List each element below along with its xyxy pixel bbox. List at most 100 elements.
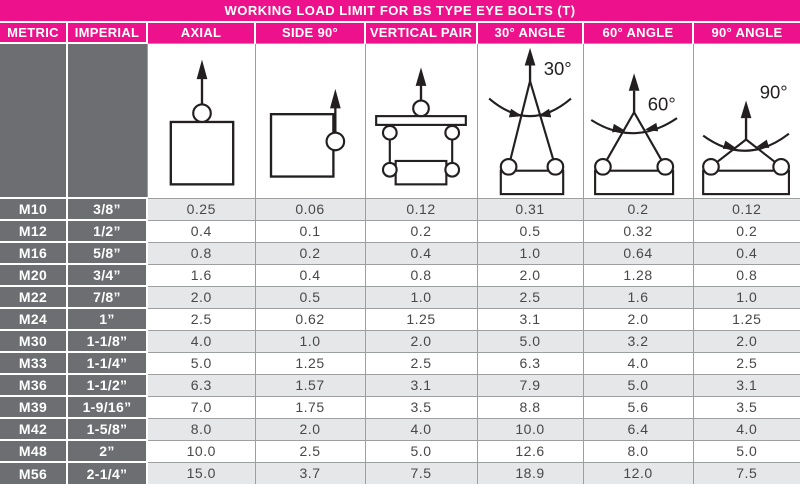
wll-value-cell: 1.57 <box>254 373 365 396</box>
wll-value-cell: 2.0 <box>364 329 477 352</box>
wll-value-cell: 0.06 <box>254 197 365 220</box>
wll-value-cell: 15.0 <box>146 461 255 484</box>
wll-value-cell: 1.25 <box>692 307 800 330</box>
column-header-row: METRIC IMPERIAL AXIAL SIDE 90° VERTICAL PAIR… <box>0 23 800 43</box>
column-header-axial: AXIAL <box>146 23 255 43</box>
wll-value-cell: 1.6 <box>146 263 255 286</box>
table-row: M12 1/2” 0.4 0.1 0.2 0.5 0.32 0.2 <box>0 219 800 242</box>
wll-value-cell: 2.5 <box>146 307 255 330</box>
wll-value-cell: 4.0 <box>364 417 477 440</box>
wll-value-cell: 3.1 <box>692 373 800 396</box>
wll-table: METRIC IMPERIAL AXIAL SIDE 90° VERTICAL PAIR… <box>0 23 800 484</box>
metric-size-cell: M33 <box>0 351 67 374</box>
wll-value-cell: 7.5 <box>364 461 477 484</box>
90-degree-sling-diagram-icon: 90° <box>701 81 790 195</box>
wll-value-cell: 0.4 <box>254 263 365 286</box>
diagram-row: 30° 60° <box>0 42 800 198</box>
wll-value-cell: 0.64 <box>582 241 693 264</box>
wll-value-cell: 18.9 <box>476 461 583 484</box>
wll-value-cell: 0.2 <box>254 241 365 264</box>
wll-value-cell: 0.1 <box>254 219 365 242</box>
wll-value-cell: 0.8 <box>692 263 800 286</box>
60-degree-sling-diagram-icon: 60° <box>590 72 678 195</box>
wll-value-cell: 10.0 <box>146 439 255 462</box>
angle-60-label: 60° <box>648 93 676 114</box>
wll-value-cell: 5.0 <box>692 439 800 462</box>
wll-value-cell: 0.62 <box>254 307 365 330</box>
metric-size-cell: M30 <box>0 329 67 352</box>
imperial-size-cell: 1-9/16” <box>66 395 147 418</box>
wll-value-cell: 8.8 <box>476 395 583 418</box>
imperial-size-cell: 3/8” <box>66 197 147 220</box>
imperial-size-cell: 5/8” <box>66 241 147 264</box>
wll-value-cell: 1.25 <box>364 307 477 330</box>
wll-value-cell: 0.25 <box>146 197 255 220</box>
imperial-size-cell: 1” <box>66 307 147 330</box>
wll-value-cell: 0.5 <box>254 285 365 308</box>
metric-size-cell: M24 <box>0 307 67 330</box>
wll-value-cell: 7.5 <box>692 461 800 484</box>
wll-value-cell: 0.8 <box>146 241 255 264</box>
vertical-pair-diagram-cell <box>364 42 477 198</box>
column-header-vertical-pair: VERTICAL PAIR <box>364 23 477 43</box>
wll-value-cell: 5.0 <box>476 329 583 352</box>
table-row: M24 1” 2.5 0.62 1.25 3.1 2.0 1.25 <box>0 307 800 330</box>
table-row: M20 3/4” 1.6 0.4 0.8 2.0 1.28 0.8 <box>0 263 800 286</box>
wll-value-cell: 2.5 <box>476 285 583 308</box>
wll-value-cell: 7.0 <box>146 395 255 418</box>
axial-diagram-cell <box>146 42 255 198</box>
wll-value-cell: 3.1 <box>476 307 583 330</box>
imperial-size-cell: 1-1/2” <box>66 373 147 396</box>
wll-value-cell: 5.0 <box>146 351 255 374</box>
30-degree-sling-diagram-icon: 30° <box>487 47 572 195</box>
column-header-90-angle: 90° ANGLE <box>692 23 800 43</box>
wll-value-cell: 4.0 <box>582 351 693 374</box>
table-row: M42 1-5/8” 8.0 2.0 4.0 10.0 6.4 4.0 <box>0 417 800 440</box>
column-header-imperial: IMPERIAL <box>66 23 147 43</box>
wll-value-cell: 7.9 <box>476 373 583 396</box>
wll-value-cell: 8.0 <box>582 439 693 462</box>
wll-value-cell: 10.0 <box>476 417 583 440</box>
table-title: WORKING LOAD LIMIT FOR BS TYPE EYE BOLTS… <box>0 0 800 21</box>
90-degree-diagram-cell: 90° <box>692 42 800 198</box>
side-90-diagram-cell <box>254 42 365 198</box>
metric-size-cell: M42 <box>0 417 67 440</box>
imperial-size-cell: 1/2” <box>66 219 147 242</box>
wll-value-cell: 0.4 <box>364 241 477 264</box>
wll-value-cell: 2.0 <box>692 329 800 352</box>
metric-size-cell: M16 <box>0 241 67 264</box>
metric-size-cell: M22 <box>0 285 67 308</box>
imperial-size-cell: 7/8” <box>66 285 147 308</box>
column-header-metric: METRIC <box>0 23 67 43</box>
column-header-30-angle: 30° ANGLE <box>476 23 583 43</box>
metric-size-cell: M39 <box>0 395 67 418</box>
column-header-60-angle: 60° ANGLE <box>582 23 693 43</box>
imperial-size-cell: 2” <box>66 439 147 462</box>
wll-value-cell: 0.8 <box>364 263 477 286</box>
axial-load-diagram-icon <box>169 59 234 186</box>
imperial-size-cell: 3/4” <box>66 263 147 286</box>
metric-size-cell: M20 <box>0 263 67 286</box>
vertical-pair-load-diagram-icon <box>375 66 467 185</box>
wll-value-cell: 0.32 <box>582 219 693 242</box>
wll-value-cell: 1.0 <box>476 241 583 264</box>
imperial-size-cell: 1-1/8” <box>66 329 147 352</box>
wll-value-cell: 3.5 <box>692 395 800 418</box>
wll-value-cell: 2.0 <box>146 285 255 308</box>
wll-value-cell: 12.6 <box>476 439 583 462</box>
imperial-diagram-spacer <box>66 42 147 198</box>
wll-value-cell: 1.6 <box>582 285 693 308</box>
wll-value-cell: 0.12 <box>364 197 477 220</box>
wll-value-cell: 2.5 <box>364 351 477 374</box>
wll-value-cell: 0.31 <box>476 197 583 220</box>
wll-value-cell: 2.0 <box>254 417 365 440</box>
table-row: M16 5/8” 0.8 0.2 0.4 1.0 0.64 0.4 <box>0 241 800 264</box>
wll-value-cell: 0.2 <box>692 219 800 242</box>
wll-value-cell: 3.5 <box>364 395 477 418</box>
wll-value-cell: 12.0 <box>582 461 693 484</box>
wll-value-cell: 0.4 <box>146 219 255 242</box>
metric-size-cell: M56 <box>0 461 67 484</box>
wll-value-cell: 5.0 <box>364 439 477 462</box>
wll-value-cell: 0.5 <box>476 219 583 242</box>
